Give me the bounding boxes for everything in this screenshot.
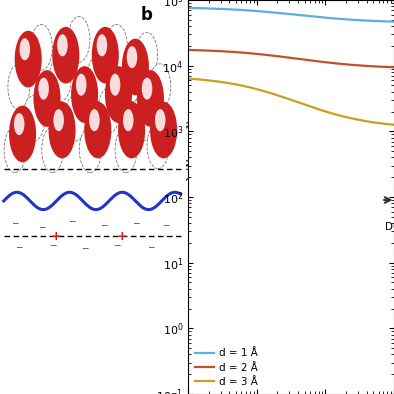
Circle shape [30, 24, 52, 70]
d = 1 Å [392, 19, 394, 24]
d = 3 Å [186, 76, 190, 81]
d = 3 Å [279, 94, 284, 99]
d = 1 Å [222, 7, 227, 11]
d = 2 Å [323, 60, 328, 65]
Circle shape [92, 27, 119, 84]
Circle shape [52, 27, 79, 84]
d = 2 Å [392, 65, 394, 70]
Circle shape [149, 64, 171, 110]
Circle shape [87, 56, 109, 102]
Circle shape [71, 66, 98, 123]
d = 2 Å [239, 50, 243, 55]
Circle shape [106, 24, 128, 70]
Circle shape [49, 56, 71, 102]
Circle shape [142, 78, 152, 100]
d = 3 Å [341, 114, 346, 119]
Text: −: − [113, 241, 120, 249]
Circle shape [48, 102, 76, 158]
d = 2 Å [341, 62, 346, 67]
Text: −: − [81, 243, 88, 252]
Text: −: − [11, 218, 19, 227]
Circle shape [122, 39, 149, 95]
Circle shape [89, 109, 100, 131]
Circle shape [15, 31, 42, 87]
Circle shape [79, 127, 101, 173]
Circle shape [14, 113, 24, 135]
Circle shape [76, 74, 87, 96]
Line: d = 1 Å: d = 1 Å [188, 8, 394, 22]
Circle shape [97, 34, 107, 56]
d = 2 Å [222, 49, 227, 54]
Circle shape [84, 102, 112, 158]
Text: +: + [51, 230, 62, 243]
Circle shape [115, 127, 137, 173]
Circle shape [33, 70, 61, 127]
d = 2 Å [279, 54, 284, 59]
d = 3 Å [222, 80, 227, 85]
Circle shape [68, 17, 90, 62]
Circle shape [42, 127, 63, 173]
Circle shape [137, 70, 164, 127]
d = 1 Å [307, 14, 312, 19]
d = 1 Å [239, 7, 243, 12]
d = 3 Å [392, 123, 394, 127]
Circle shape [147, 123, 169, 169]
Text: −: − [162, 220, 169, 229]
Circle shape [38, 78, 49, 100]
Text: λ (N·s·m⁻³): λ (N·s·m⁻³) [187, 119, 197, 180]
Circle shape [132, 95, 154, 141]
d = 3 Å [323, 109, 328, 114]
Line: d = 2 Å: d = 2 Å [188, 50, 394, 67]
Circle shape [127, 46, 137, 68]
d = 2 Å [307, 58, 312, 63]
Circle shape [118, 102, 145, 158]
d = 1 Å [186, 6, 190, 10]
Text: −: − [49, 240, 56, 249]
Circle shape [110, 74, 120, 96]
Circle shape [23, 95, 45, 141]
Circle shape [98, 87, 120, 133]
d = 2 Å [186, 48, 190, 52]
Circle shape [54, 109, 64, 131]
Circle shape [64, 95, 86, 141]
Circle shape [121, 56, 143, 102]
Text: −: − [15, 242, 22, 251]
Circle shape [105, 66, 132, 123]
d = 1 Å [341, 17, 346, 22]
d = 1 Å [279, 11, 284, 16]
Text: −: − [100, 220, 107, 229]
d = 3 Å [239, 83, 243, 88]
Circle shape [123, 109, 134, 131]
Text: −: − [37, 222, 45, 231]
Circle shape [9, 106, 36, 162]
Circle shape [20, 38, 30, 60]
Text: −: − [68, 216, 75, 225]
d = 1 Å [323, 15, 328, 20]
Text: +: + [117, 230, 128, 243]
Circle shape [4, 127, 26, 173]
Circle shape [136, 32, 158, 78]
Legend: d = 1 Å, d = 2 Å, d = 3 Å: d = 1 Å, d = 2 Å, d = 3 Å [193, 346, 260, 389]
Circle shape [150, 102, 177, 158]
Line: d = 3 Å: d = 3 Å [188, 78, 394, 125]
Text: −: − [147, 242, 154, 251]
Circle shape [57, 34, 68, 56]
Circle shape [155, 109, 165, 131]
d = 3 Å [307, 104, 312, 109]
Text: b: b [141, 6, 152, 24]
Text: Du: Du [385, 222, 394, 232]
Text: −: − [132, 218, 139, 227]
Circle shape [8, 64, 30, 110]
